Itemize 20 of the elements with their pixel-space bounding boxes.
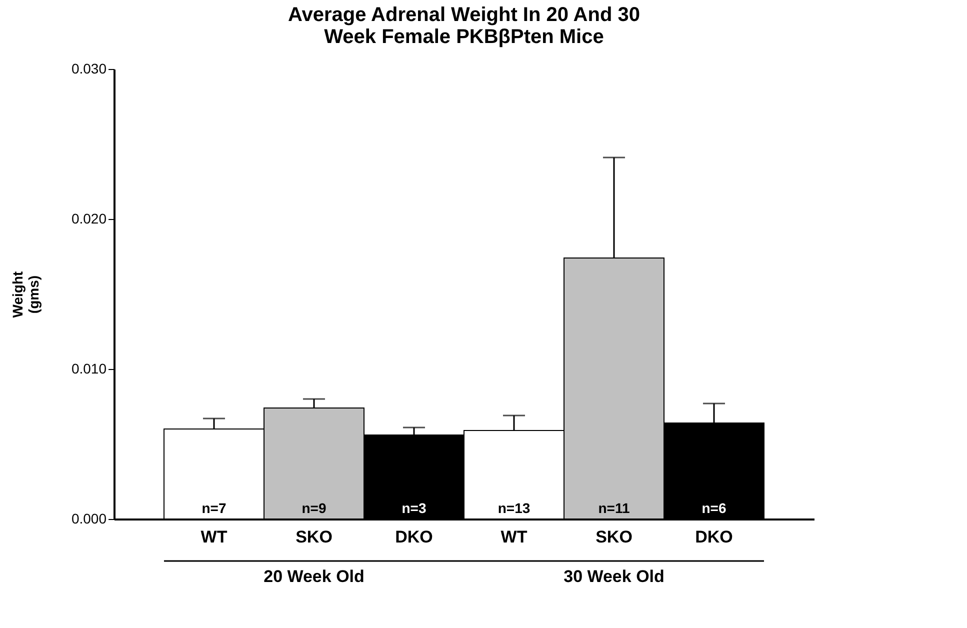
y-axis-title: Weight (gms) <box>9 270 42 318</box>
annotation: n=9 <box>302 500 326 516</box>
text: 30 Week Old <box>564 567 664 586</box>
annotation: n=3 <box>402 500 426 516</box>
annotation: n=11 <box>598 500 630 516</box>
y-tick-label: 0.010 <box>71 360 107 376</box>
chart-title: Average Adrenal Weight In 20 And 30 Week Female PKBβPten Mice <box>288 4 640 48</box>
annotation: n=13 <box>498 500 530 516</box>
y-tick-label: 0.000 <box>71 510 107 526</box>
y-tick-label: 0.030 <box>71 60 107 76</box>
x-tick-label: DKO <box>395 528 433 546</box>
text: 20 Week Old <box>264 567 364 586</box>
x-tick-label: SKO <box>296 528 332 546</box>
x-tick-label: SKO <box>596 528 632 546</box>
annotation: n=6 <box>702 500 726 516</box>
x-tick-label: DKO <box>695 528 733 546</box>
annotation: n=7 <box>202 500 226 516</box>
x-tick-label: WT <box>500 528 528 546</box>
x-tick-label: WT <box>200 528 228 546</box>
y-tick-label: 0.020 <box>71 210 107 226</box>
